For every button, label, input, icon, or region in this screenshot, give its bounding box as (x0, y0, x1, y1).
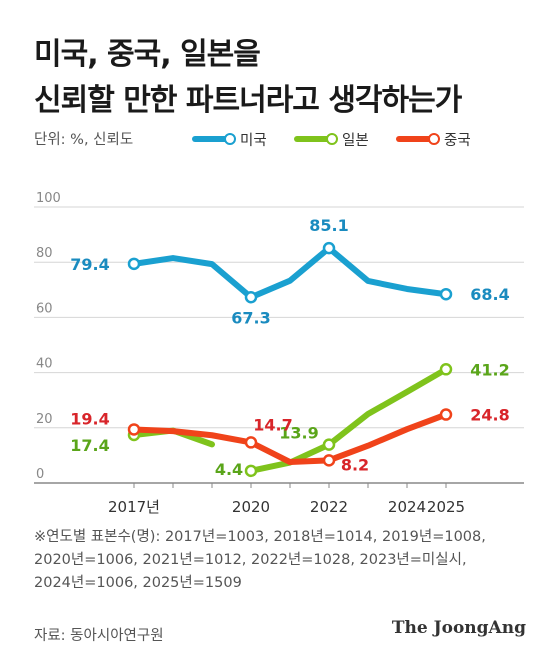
data-point-marker (322, 241, 336, 255)
legend-item-us: 미국 (192, 128, 267, 150)
brand-logo: The JoongAng (391, 618, 526, 638)
data-label: 67.3 (231, 308, 270, 327)
footnote: ※연도별 표본수(명): 2017년=1003, 2018년=1014, 201… (34, 526, 534, 595)
data-point-marker (322, 454, 336, 467)
legend-label-japan: 일본 (342, 132, 369, 149)
data-point-marker (439, 408, 453, 421)
x-tick-label: 2017년 (108, 498, 160, 516)
y-tick-label: 40 (36, 357, 53, 372)
y-tick-label: 80 (36, 246, 53, 261)
x-tick-label: 2020 (232, 498, 270, 516)
x-tick-label: 2024 (388, 498, 426, 516)
footnote-line-2: 2020년=1006, 2021년=1012, 2022년=1028, 2023… (34, 552, 467, 568)
title-line-2: 신뢰할 만한 파트너라고 생각하는가 (34, 83, 462, 118)
data-label: 85.1 (309, 216, 348, 235)
data-point-marker (439, 287, 453, 301)
legend-item-japan: 일본 (294, 128, 369, 150)
line-chart: 0 20 40 60 80 100 2017년 2020 2022 2024 2025 79.4 67.… (34, 191, 524, 516)
x-tick-label: 2025 (427, 498, 465, 516)
data-point-marker (439, 363, 453, 376)
data-label: 19.4 (70, 409, 109, 428)
data-point-marker (127, 257, 141, 271)
series-line-미국 (131, 245, 449, 301)
y-tick-label: 0 (36, 467, 44, 482)
data-point-marker (244, 436, 258, 449)
legend-item-china: 중국 (396, 128, 471, 150)
footnote-line-3: 2024년=1006, 2025년=1509 (34, 575, 242, 591)
footnote-line-1: ※연도별 표본수(명): 2017년=1003, 2018년=1014, 201… (34, 529, 486, 545)
legend: 미국 일본 중국 (0, 128, 560, 150)
y-tick-label: 100 (36, 191, 61, 206)
legend-swatch-china (396, 133, 440, 145)
data-label: 79.4 (70, 255, 109, 274)
data-label: 17.4 (70, 436, 109, 455)
unit-label: 단위: %, 신뢰도 (34, 132, 134, 148)
legend-label-us: 미국 (240, 132, 267, 149)
data-label: 68.4 (470, 285, 509, 304)
y-tick-label: 60 (36, 301, 53, 316)
series-line-중국 (131, 411, 449, 466)
data-label: 8.2 (341, 455, 369, 474)
legend-swatch-japan (294, 133, 338, 145)
title-line-1: 미국, 중국, 일본을 (34, 37, 261, 72)
chart-title: 미국, 중국, 일본을 신뢰할 만한 파트너라고 생각하는가 (34, 32, 534, 124)
data-label: 14.7 (253, 415, 292, 434)
legend-label-china: 중국 (444, 132, 471, 149)
source-label: 자료: 동아시아연구원 (34, 628, 164, 644)
data-label: 24.8 (470, 406, 509, 425)
data-point-marker (244, 291, 258, 304)
data-point-marker (244, 464, 258, 478)
data-point-marker (127, 423, 141, 436)
y-tick-label: 20 (36, 412, 53, 427)
data-label: 4.4 (215, 460, 243, 479)
x-tick-label: 2022 (310, 498, 348, 516)
data-label: 41.2 (470, 360, 509, 379)
data-point-marker (322, 438, 336, 451)
series-line-일본 (248, 366, 449, 474)
legend-swatch-us (192, 133, 236, 145)
data-label: 13.9 (279, 424, 318, 443)
